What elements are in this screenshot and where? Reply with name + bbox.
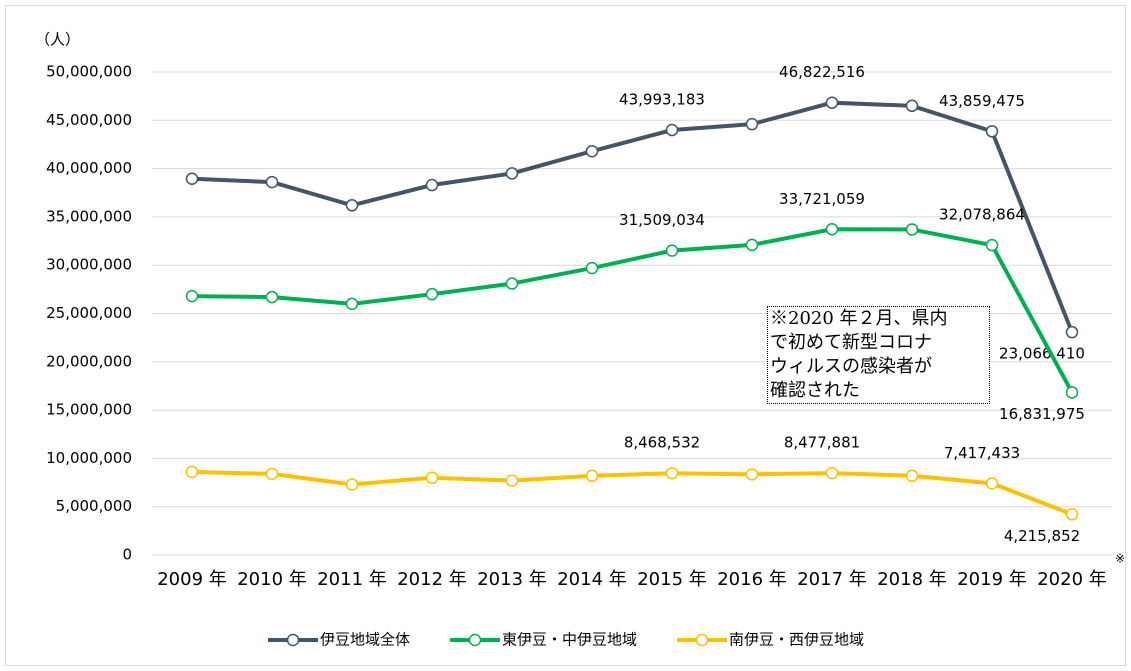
data-label: 23,066,410 bbox=[999, 345, 1085, 363]
annotation-line: 確認された bbox=[770, 380, 860, 401]
x-tick-label: 2015 年 bbox=[637, 569, 707, 590]
data-point bbox=[265, 290, 279, 304]
annotation-line: ※2020 年２月、県内 bbox=[770, 308, 948, 329]
y-tick-label: 40,000,000 bbox=[46, 159, 132, 177]
legend-label: 東伊豆・中伊豆地域 bbox=[502, 631, 637, 649]
data-point bbox=[985, 238, 999, 252]
series-line bbox=[191, 469, 1073, 517]
data-point bbox=[425, 471, 439, 484]
data-label: 8,477,881 bbox=[784, 434, 860, 452]
series-line bbox=[191, 227, 1074, 394]
data-point bbox=[665, 123, 679, 137]
y-tick-label: 50,000,000 bbox=[46, 63, 132, 81]
data-point bbox=[825, 96, 839, 109]
data-point bbox=[425, 178, 439, 192]
data-point bbox=[185, 172, 199, 185]
chart-border bbox=[5, 5, 1126, 666]
data-point bbox=[345, 478, 359, 491]
x-tick-label: 2020 年 bbox=[1037, 569, 1107, 590]
data-point bbox=[345, 297, 359, 311]
data-point bbox=[665, 466, 679, 480]
data-point bbox=[505, 277, 519, 290]
legend-marker bbox=[286, 633, 300, 647]
data-label: 4,215,852 bbox=[1004, 527, 1080, 545]
data-point bbox=[265, 467, 279, 481]
x-footnote: ※ bbox=[1115, 552, 1125, 566]
y-tick-label: 30,000,000 bbox=[46, 256, 132, 274]
data-point bbox=[1065, 325, 1079, 339]
data-point bbox=[905, 99, 919, 113]
data-point bbox=[505, 474, 519, 487]
data-label: 46,822,516 bbox=[779, 63, 865, 81]
data-label: 31,509,034 bbox=[619, 211, 705, 229]
y-tick-label: 20,000,000 bbox=[46, 352, 132, 370]
data-point bbox=[745, 238, 759, 252]
data-point bbox=[1065, 508, 1079, 521]
data-label: 43,859,475 bbox=[939, 92, 1025, 110]
data-point bbox=[425, 287, 439, 301]
data-label: 8,468,532 bbox=[624, 434, 700, 452]
legend-marker bbox=[695, 633, 709, 647]
data-point bbox=[265, 175, 279, 189]
legend-marker bbox=[468, 633, 482, 647]
data-point bbox=[745, 468, 759, 481]
data-point bbox=[585, 144, 599, 158]
data-point bbox=[985, 125, 999, 138]
data-point bbox=[345, 199, 359, 212]
y-tick-label: 25,000,000 bbox=[46, 304, 132, 322]
data-point bbox=[825, 466, 839, 480]
annotation-line: で初めて新型コロナ bbox=[770, 332, 932, 353]
legend-label: 南伊豆・西伊豆地域 bbox=[729, 631, 864, 649]
x-tick-label: 2017 年 bbox=[797, 569, 867, 590]
annotation-line: ウィルスの感染者が bbox=[770, 356, 932, 377]
data-label: 32,078,864 bbox=[939, 206, 1025, 224]
x-tick-label: 2010 年 bbox=[237, 569, 307, 590]
data-label: 43,993,183 bbox=[619, 91, 705, 109]
x-tick-label: 2012 年 bbox=[397, 569, 467, 590]
data-point bbox=[905, 469, 919, 483]
data-label: 33,721,059 bbox=[779, 190, 865, 208]
legend-label: 伊豆地域全体 bbox=[320, 631, 410, 649]
y-tick-label: 45,000,000 bbox=[46, 111, 132, 129]
data-point bbox=[665, 244, 679, 257]
data-label: 16,831,975 bbox=[999, 405, 1085, 423]
y-tick-label: 35,000,000 bbox=[46, 207, 132, 225]
x-tick-label: 2011 年 bbox=[317, 569, 387, 590]
data-point bbox=[1065, 386, 1079, 399]
data-point bbox=[585, 469, 599, 483]
y-tick-label: 10,000,000 bbox=[46, 449, 132, 467]
x-tick-label: 2016 年 bbox=[717, 569, 787, 590]
y-tick-label: 15,000,000 bbox=[46, 401, 132, 419]
series-line bbox=[191, 100, 1074, 333]
data-point bbox=[185, 289, 199, 303]
y-tick-label: 5,000,000 bbox=[56, 497, 132, 515]
data-point bbox=[505, 167, 519, 180]
x-tick-label: 2014 年 bbox=[557, 569, 627, 590]
x-tick-label: 2019 年 bbox=[957, 569, 1027, 590]
y-tick-label: 0 bbox=[122, 546, 132, 564]
data-point bbox=[905, 223, 919, 236]
annotation: ※2020 年２月、県内 で初めて新型コロナ ウィルスの感染者が 確認された bbox=[767, 306, 990, 404]
data-point bbox=[745, 117, 759, 131]
x-tick-label: 2018 年 bbox=[877, 569, 947, 590]
x-tick-label: 2013 年 bbox=[477, 569, 547, 590]
data-label: 7,417,433 bbox=[944, 444, 1020, 462]
data-point bbox=[185, 465, 199, 479]
data-point bbox=[985, 477, 999, 490]
data-point bbox=[585, 261, 599, 275]
x-tick-label: 2009 年 bbox=[157, 569, 227, 590]
y-unit: （人） bbox=[35, 31, 80, 49]
data-point bbox=[825, 223, 839, 236]
